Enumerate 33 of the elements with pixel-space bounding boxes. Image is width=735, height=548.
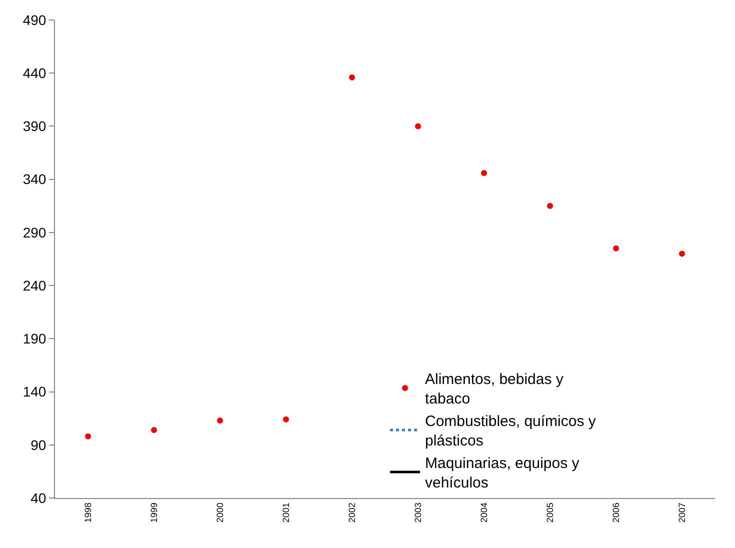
y-tick-label: 40 [30, 490, 46, 506]
y-tick-label: 290 [22, 224, 46, 240]
x-tick-label: 2007 [676, 502, 687, 523]
x-tick-label: 2001 [280, 502, 291, 523]
point [481, 170, 487, 176]
y-tick-label: 90 [30, 436, 46, 453]
y-tick-label: 140 [22, 384, 46, 400]
y-tick-label: 440 [22, 65, 46, 82]
x-tick-label: 2006 [610, 502, 621, 523]
x-tick-label: 2003 [412, 502, 423, 523]
x-tick-label: 2002 [346, 502, 357, 523]
point [85, 433, 91, 440]
x-tick-label: 1999 [148, 502, 159, 523]
point [613, 245, 619, 252]
x-tick-label: 2000 [214, 502, 225, 523]
point [283, 416, 289, 422]
y-tick-label: 190 [22, 330, 46, 347]
y-tick-label: 340 [22, 171, 46, 188]
y-tick-label: 490 [22, 12, 46, 28]
y-tick-label: 240 [22, 277, 46, 294]
point [349, 74, 355, 80]
point [679, 250, 685, 257]
point [415, 123, 421, 130]
x-tick-label: 1998 [82, 502, 93, 523]
point [547, 202, 553, 209]
legend-label: Maquinarias, equipos y vehículos [425, 455, 580, 492]
point [151, 427, 157, 434]
legend-label: Alimentos, bebidas y tabaco [425, 371, 564, 408]
point [217, 417, 223, 424]
legend-label: Combustibles, químicos y plásticos [425, 413, 596, 450]
y-tick-label: 390 [22, 118, 46, 134]
x-tick-label: 2004 [478, 502, 489, 523]
x-tick-label: 2005 [544, 502, 555, 523]
